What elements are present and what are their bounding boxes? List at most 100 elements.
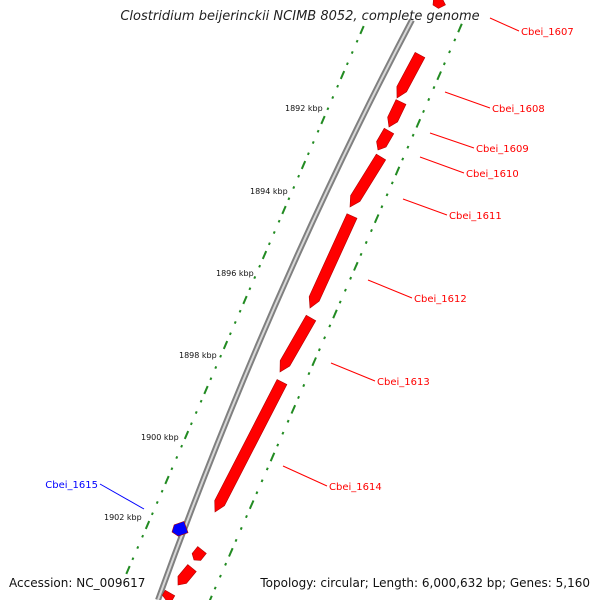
outer-tick — [436, 71, 442, 81]
gene-labels: Cbei_1607 Cbei_1608 Cbei_1609 Cbei_1610 Cbei… — [45, 17, 574, 510]
inner-tick — [316, 129, 320, 133]
gene-arrow-forward[interactable] — [432, 0, 446, 9]
outer-tick — [260, 479, 264, 483]
gene-label-cbei_1611[interactable]: Cbei_1611 — [449, 211, 502, 222]
outer-tick — [265, 467, 269, 471]
outer-tick — [349, 276, 353, 280]
gene-label-cbei_1608[interactable]: Cbei_1608 — [492, 104, 545, 115]
inner-tick — [144, 520, 151, 530]
outer-tick — [248, 500, 255, 510]
outer-tick — [234, 538, 238, 543]
outer-tick — [269, 452, 276, 462]
gene-label-cbei_1607[interactable]: Cbei_1607 — [521, 27, 574, 38]
inner-tick — [272, 230, 276, 235]
outer-tick — [297, 395, 300, 400]
gene-features — [162, 0, 446, 600]
outer-tick — [359, 252, 363, 257]
inner-tick — [261, 250, 268, 260]
inner-tick — [175, 455, 179, 460]
kbp-label: 1900 kbp — [141, 433, 179, 442]
inner-tick — [258, 264, 262, 268]
inner-tick — [287, 197, 291, 201]
inner-tick — [209, 377, 213, 381]
gene-label-cbei_1609[interactable]: Cbei_1609 — [476, 144, 529, 155]
kbp-label: 1896 kbp — [216, 269, 254, 278]
outer-tick — [401, 157, 405, 161]
gene-label-cbei_1615[interactable]: Cbei_1615 — [45, 480, 98, 491]
gene-arrow-forward[interactable] — [376, 127, 395, 151]
inner-tick — [214, 365, 218, 370]
inner-tick — [326, 107, 330, 111]
inner-tick — [194, 410, 198, 415]
outer-tick — [228, 547, 234, 557]
kbp-label: 1892 kbp — [285, 104, 323, 113]
gene-arrow-reverse[interactable] — [171, 520, 189, 537]
kbp-label: 1902 kbp — [104, 513, 142, 522]
outer-tick — [208, 595, 213, 600]
inner-tick — [345, 62, 349, 66]
gene-arrow-forward[interactable] — [396, 51, 426, 99]
gene-leader-line — [489, 17, 520, 32]
inner-tick — [267, 242, 271, 246]
gene-label-cbei_1610[interactable]: Cbei_1610 — [466, 169, 519, 180]
kbp-labels: 1892 kbp 1894 kbp 1896 kbp 1898 kbp 1900 kbp… — [104, 104, 323, 522]
inner-tick — [228, 332, 232, 336]
accession-text: Accession: NC_009617 — [9, 576, 146, 590]
gene-leader-line — [282, 465, 328, 487]
outer-tick — [427, 97, 431, 102]
outer-tick — [286, 419, 290, 423]
gene-arrow-forward[interactable] — [214, 379, 288, 513]
inner-tick — [277, 219, 281, 223]
kbp-tick-marks — [125, 23, 463, 600]
gene-arrow-forward[interactable] — [279, 314, 317, 373]
outer-tick — [390, 181, 394, 185]
outer-tick — [453, 38, 457, 42]
genome-backbone-highlight — [157, 19, 413, 600]
inner-tick — [125, 565, 131, 575]
inner-tick — [170, 467, 174, 471]
outer-tick — [307, 371, 311, 376]
outer-tick — [442, 62, 446, 66]
outer-tick — [406, 145, 410, 149]
gene-arrow-forward[interactable] — [349, 153, 387, 208]
outer-tick — [385, 193, 389, 197]
inner-tick — [248, 287, 252, 291]
inner-tick — [238, 309, 242, 313]
topology-text: Topology: circular; Length: 6,000,632 bp… — [260, 576, 590, 590]
gene-arrow-forward[interactable] — [308, 213, 358, 309]
inner-tick — [199, 399, 203, 403]
outer-tick — [317, 348, 321, 352]
outer-tick — [364, 240, 368, 245]
gene-arrow-forward[interactable] — [191, 546, 207, 561]
inner-tick — [183, 430, 190, 440]
inner-tick — [189, 422, 193, 426]
gene-leader-line — [367, 279, 413, 299]
kbp-label: 1894 kbp — [250, 187, 288, 196]
gene-label-cbei_1613[interactable]: Cbei_1613 — [377, 377, 430, 388]
inner-tick — [297, 174, 301, 178]
outer-tick — [343, 288, 347, 292]
outer-tick — [239, 526, 243, 531]
inner-tick — [320, 115, 326, 125]
inner-tick — [222, 340, 229, 350]
inner-tick — [339, 70, 346, 80]
gene-arrow-forward[interactable] — [162, 589, 176, 600]
outer-tick — [332, 309, 338, 319]
outer-tick — [448, 50, 452, 54]
inner-tick — [233, 320, 237, 325]
outer-tick — [380, 205, 384, 209]
outer-tick — [373, 214, 380, 224]
inner-tick — [336, 84, 340, 88]
inner-tick — [306, 152, 310, 156]
inner-tick — [331, 95, 335, 100]
gene-label-cbei_1614[interactable]: Cbei_1614 — [329, 482, 382, 493]
gene-label-cbei_1612[interactable]: Cbei_1612 — [414, 294, 467, 305]
gene-leader-line — [429, 132, 475, 149]
outer-tick — [370, 228, 373, 233]
outer-tick — [290, 404, 297, 414]
gene-arrow-forward[interactable] — [387, 99, 407, 128]
inner-tick — [164, 475, 170, 485]
outer-tick — [422, 109, 425, 114]
gene-arrow-forward[interactable] — [177, 564, 197, 586]
